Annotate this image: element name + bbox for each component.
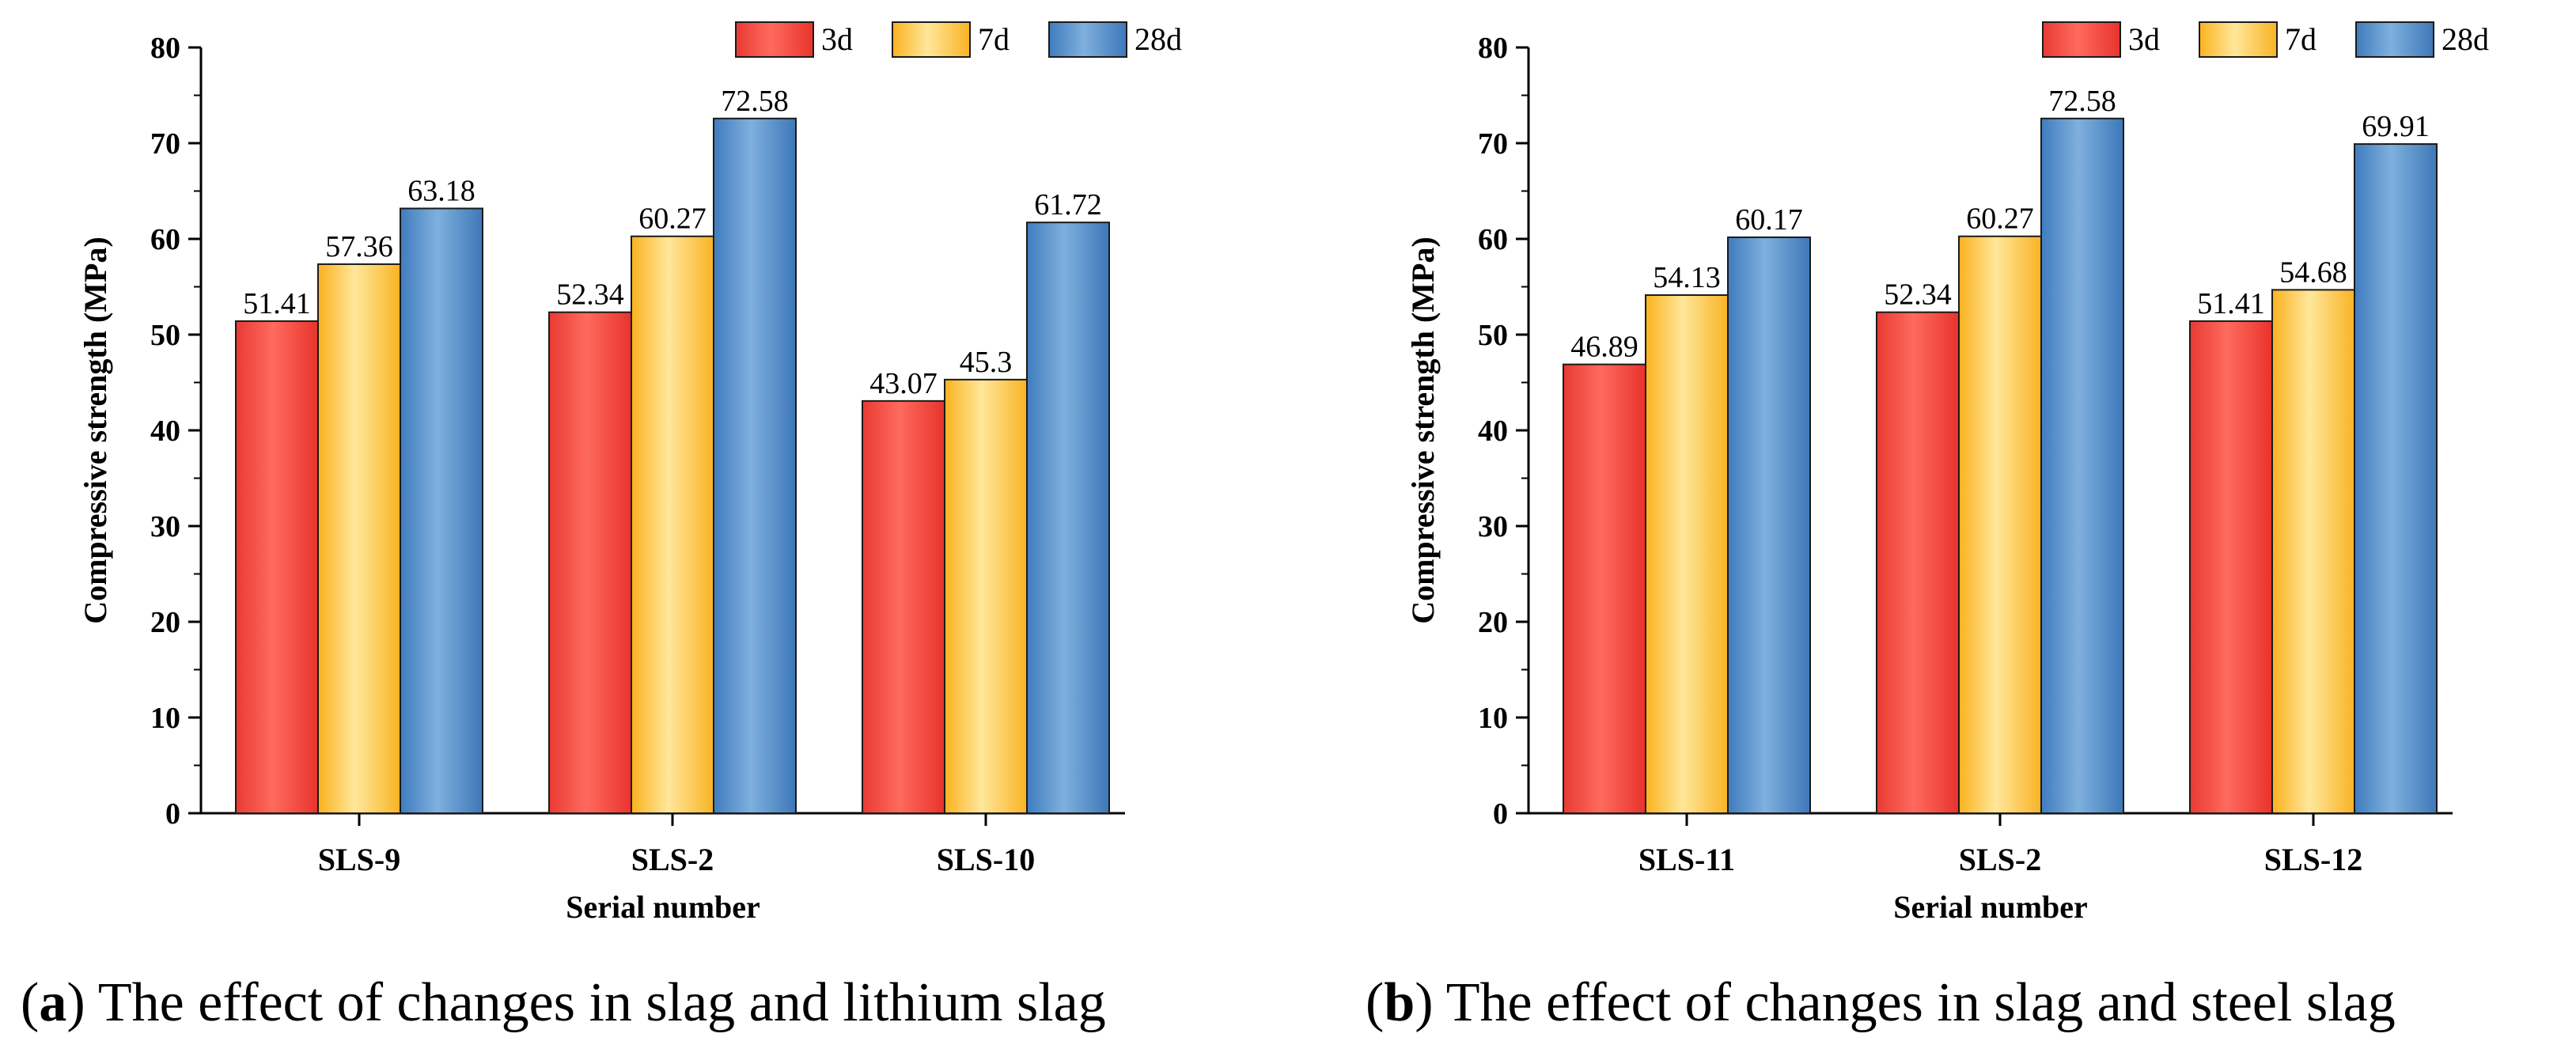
bar-3d-sls-10: [862, 399, 945, 814]
x-axis-title: Serial number: [1893, 889, 2088, 925]
bar-28d-sls-9: [400, 207, 483, 815]
data-label: 60.27: [638, 203, 707, 236]
legend-swatch-28d: [1048, 21, 1127, 58]
y-tick-label: 20: [1478, 606, 1508, 639]
data-label: 57.36: [325, 230, 393, 263]
y-tick-label: 10: [1478, 702, 1508, 735]
y-tick-label: 50: [150, 319, 180, 352]
bar-3d-sls-11: [1563, 363, 1646, 815]
bar-7d-sls-10: [944, 378, 1028, 814]
y-axis-title: Compressive strength (MPa): [1405, 237, 1441, 624]
bar-28d-sls-2: [2040, 117, 2124, 815]
bar-28d-sls-11: [1727, 236, 1811, 814]
data-label: 60.27: [1966, 203, 2034, 236]
data-label: 63.18: [407, 175, 475, 208]
legend-label-3d: 3d: [821, 21, 853, 57]
caption-b-letter: b: [1384, 972, 1415, 1033]
legend-swatch-7d: [892, 21, 971, 58]
y-tick-label: 30: [150, 510, 180, 543]
x-category-label: SLS-10: [937, 842, 1036, 877]
data-label: 51.41: [2197, 287, 2265, 320]
bar-3d-sls-12: [2189, 320, 2273, 814]
data-label: 54.68: [2279, 256, 2347, 289]
data-label: 54.13: [1653, 261, 1721, 294]
data-label: 69.91: [2362, 110, 2430, 143]
bar-3d-sls-2: [548, 311, 632, 815]
data-label: 43.07: [869, 367, 938, 400]
x-axis-title: Serial number: [566, 889, 760, 925]
x-category-label: SLS-12: [2264, 842, 2363, 877]
x-category-label: SLS-2: [631, 842, 714, 877]
legend-label-28d: 28d: [2442, 21, 2489, 57]
x-category-label: SLS-2: [1959, 842, 2042, 877]
x-category-label: SLS-11: [1638, 842, 1735, 877]
legend-label-7d: 7d: [2285, 21, 2317, 57]
y-tick-label: 70: [150, 127, 180, 161]
bar-7d-sls-12: [2271, 289, 2355, 814]
bar-7d-sls-11: [1645, 294, 1729, 815]
y-tick-label: 0: [165, 797, 180, 831]
data-label: 52.34: [1884, 278, 1952, 312]
caption-b: (b) The effect of changes in slag and st…: [1366, 972, 2396, 1033]
data-label: 72.58: [2048, 85, 2116, 118]
y-tick-label: 80: [150, 32, 180, 65]
legend-label-28d: 28d: [1135, 21, 1182, 57]
bar-28d-sls-12: [2354, 143, 2438, 815]
bar-7d-sls-2: [1958, 235, 2042, 815]
bar-28d-sls-2: [713, 117, 797, 815]
legend-swatch-3d: [735, 21, 814, 58]
y-tick-label: 30: [1478, 510, 1508, 543]
data-label: 61.72: [1034, 188, 1102, 222]
caption-b-text: The effect of changes in slag and steel …: [1445, 972, 2396, 1033]
chart-panel-a: 0 10 20 30 40 50 60 70 80 Compressive strength (M…: [78, 21, 1182, 925]
bar-3d-sls-2: [1876, 311, 1960, 815]
bar-7d-sls-2: [631, 235, 714, 815]
data-label: 46.89: [1570, 331, 1638, 364]
legend-label-3d: 3d: [2128, 21, 2160, 57]
bar-28d-sls-10: [1026, 222, 1110, 814]
caption-a: (a) The effect of changes in slag and li…: [21, 972, 1106, 1033]
legend-swatch-3d: [2042, 21, 2121, 58]
y-tick-label: 60: [1478, 223, 1508, 256]
y-tick-label: 70: [1478, 127, 1508, 161]
y-tick-label: 10: [150, 702, 180, 735]
bar-3d-sls-9: [235, 320, 319, 814]
legend-swatch-28d: [2355, 21, 2434, 58]
y-tick-label: 40: [1478, 415, 1508, 448]
y-axis-title: Compressive strength (MPa): [78, 237, 113, 624]
data-label: 51.41: [243, 287, 311, 320]
y-tick-label: 40: [150, 415, 180, 448]
legend-swatch-7d: [2199, 21, 2278, 58]
chart-panel-b: 0 10 20 30 40 50 60 70 80 Compressive strength (M…: [1405, 21, 2489, 925]
legend-label-7d: 7d: [978, 21, 1010, 57]
data-label: 72.58: [721, 85, 789, 118]
data-label: 60.17: [1735, 203, 1803, 237]
y-tick-label: 60: [150, 223, 180, 256]
y-tick-label: 80: [1478, 32, 1508, 65]
data-label: 45.3: [960, 346, 1013, 379]
y-tick-label: 50: [1478, 319, 1508, 352]
bar-7d-sls-9: [317, 263, 401, 815]
caption-a-letter: a: [39, 972, 67, 1033]
y-tick-label: 0: [1493, 797, 1508, 831]
y-tick-label: 20: [150, 606, 180, 639]
data-label: 52.34: [556, 278, 624, 312]
x-category-label: SLS-9: [318, 842, 401, 877]
caption-a-text: The effect of changes in slag and lithiu…: [97, 972, 1106, 1033]
